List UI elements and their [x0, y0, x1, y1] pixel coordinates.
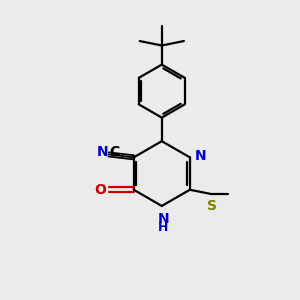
Text: C: C — [110, 145, 120, 159]
Text: N: N — [195, 149, 207, 163]
Text: N: N — [96, 145, 108, 159]
Text: O: O — [94, 183, 106, 197]
Text: H: H — [158, 221, 168, 234]
Text: S: S — [208, 200, 218, 214]
Text: N: N — [158, 212, 169, 226]
